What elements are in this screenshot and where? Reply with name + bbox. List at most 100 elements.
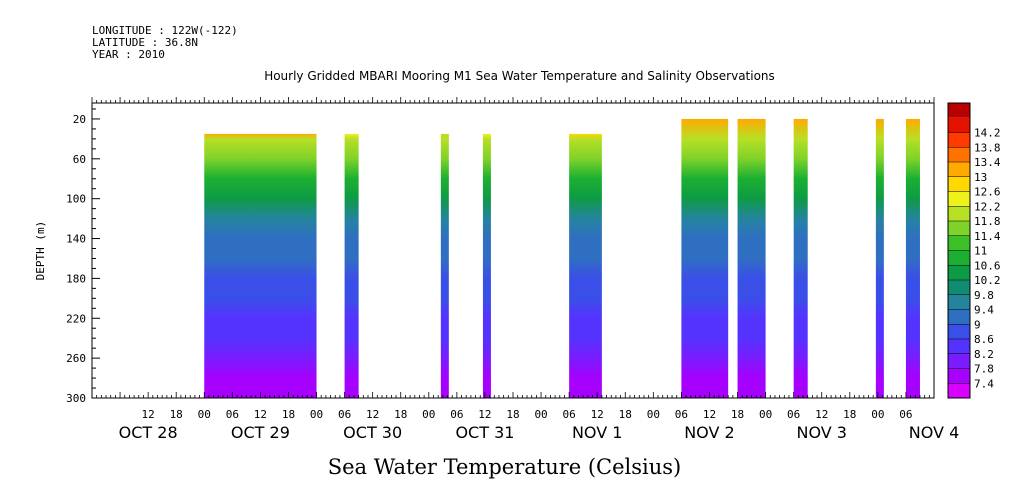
- chart-svg: 20 60 100 140 180 220 260 300 DEPTH (m) 12 18 00 06 1…: [34, 97, 1001, 442]
- heatmap-layer: [204, 118, 920, 398]
- x-day-label: OCT 30: [343, 423, 402, 442]
- x-hour-label: 00: [871, 408, 884, 421]
- data-segment: [681, 118, 729, 398]
- colorbar-swatch: [948, 103, 970, 118]
- colorbar-swatch: [948, 162, 970, 177]
- x-day-label: OCT 31: [455, 423, 514, 442]
- y-tick-label: 300: [66, 392, 86, 405]
- x-day-label: NOV 4: [909, 423, 960, 442]
- colorbar-label: 12.2: [974, 200, 1001, 213]
- colorbar-swatch: [948, 339, 970, 354]
- x-day-label: OCT 29: [231, 423, 290, 442]
- colorbar-swatch: [948, 117, 970, 133]
- colorbar-label: 11.4: [974, 230, 1001, 243]
- colorbar-label: 13.8: [974, 141, 1001, 154]
- data-segment: [905, 118, 920, 398]
- data-segment: [875, 118, 884, 398]
- y-tick-label: 100: [66, 193, 86, 206]
- x-hour-label: 00: [422, 408, 435, 421]
- colorbar-label: 11: [974, 245, 987, 258]
- y-tick-label: 260: [66, 352, 86, 365]
- x-hour-label: 06: [899, 408, 912, 421]
- data-segment: [482, 133, 491, 398]
- year-label: YEAR : 2010: [92, 48, 165, 61]
- colorbar-label: 14.2: [974, 127, 1001, 140]
- colorbar-swatch: [948, 353, 970, 369]
- colorbar-swatch: [948, 147, 970, 162]
- chart-title: Hourly Gridded MBARI Mooring M1 Sea Wate…: [264, 69, 775, 83]
- colorbar-label: 8.2: [974, 348, 994, 361]
- colorbar-label: 13.4: [974, 156, 1001, 169]
- colorbar-swatch: [948, 294, 970, 310]
- x-hour-label: 06: [675, 408, 688, 421]
- x-hour-label: 00: [647, 408, 660, 421]
- colorbar-label: 10.6: [974, 259, 1001, 272]
- colorbar-swatch: [948, 265, 970, 280]
- colorbar-caption: Sea Water Temperature (Celsius): [327, 455, 682, 479]
- y-tick-label: 60: [73, 153, 86, 166]
- x-hour-label: 00: [759, 408, 772, 421]
- colorbar-swatch: [948, 280, 970, 295]
- data-segment: [793, 118, 808, 398]
- colorbar-label: 7.4: [974, 377, 994, 390]
- y-tick-label: 20: [73, 113, 86, 126]
- x-hour-label: 18: [394, 408, 407, 421]
- y-tick-label: 220: [66, 312, 86, 325]
- colorbar-swatch: [948, 206, 970, 221]
- x-day-label: NOV 1: [572, 423, 623, 442]
- colorbar-layer: 7.47.8 8.2 8.6 99.4 9.8 10.2 10.611 11.4 11.8 12.…: [947, 102, 1001, 399]
- colorbar-swatch: [948, 221, 970, 236]
- x-hour-label: 12: [254, 408, 267, 421]
- data-segment: [204, 133, 317, 398]
- x-hour-label: 18: [731, 408, 744, 421]
- x-hour-label: 18: [282, 408, 295, 421]
- colorbar-swatch: [948, 132, 970, 148]
- colorbar-swatch: [948, 309, 970, 325]
- x-hour-label: 12: [815, 408, 828, 421]
- x-hour-label: 00: [198, 408, 211, 421]
- colorbar-label: 10.2: [974, 274, 1001, 287]
- colorbar-swatch: [948, 235, 970, 251]
- x-hour-label: 18: [619, 408, 632, 421]
- x-hour-label: 12: [703, 408, 716, 421]
- x-hour-label: 18: [170, 408, 183, 421]
- colorbar-swatch: [948, 191, 970, 207]
- x-hour-label: 18: [843, 408, 856, 421]
- colorbar-label: 9.4: [974, 304, 994, 317]
- colorbar-label: 13: [974, 171, 987, 184]
- colorbar-swatch: [948, 250, 970, 266]
- colorbar-swatch: [948, 383, 970, 398]
- x-hour-label: 12: [478, 408, 491, 421]
- x-day-label: NOV 2: [684, 423, 735, 442]
- longitude-label: LONGITUDE : 122W(-122): [92, 24, 238, 37]
- x-hour-label: 06: [450, 408, 463, 421]
- colorbar-label: 11.8: [974, 215, 1001, 228]
- colorbar-swatch: [948, 176, 970, 192]
- data-segment: [440, 133, 449, 398]
- x-hour-label: 06: [338, 408, 351, 421]
- colorbar-label: 7.8: [974, 363, 994, 376]
- colorbar-label: 12.6: [974, 186, 1001, 199]
- colorbar-swatch: [948, 324, 970, 339]
- x-hour-label: 00: [534, 408, 547, 421]
- x-hour-label: 18: [506, 408, 519, 421]
- data-segment: [737, 118, 766, 398]
- x-day-label: NOV 3: [796, 423, 847, 442]
- x-hour-label: 00: [310, 408, 323, 421]
- colorbar-label: 9: [974, 318, 981, 331]
- data-segment: [569, 133, 602, 398]
- colorbar-label: 8.6: [974, 333, 994, 346]
- x-hour-label: 12: [591, 408, 604, 421]
- y-tick-label: 140: [66, 233, 86, 246]
- axis-layer: 20 60 100 140 180 220 260 300 DEPTH (m) 12 18 00 06 1…: [34, 97, 959, 442]
- y-tick-label: 180: [66, 272, 86, 285]
- data-segment: [344, 133, 359, 398]
- x-hour-label: 12: [366, 408, 379, 421]
- y-axis-label: DEPTH (m): [34, 221, 47, 281]
- latitude-label: LATITUDE : 36.8N: [92, 36, 198, 49]
- x-hour-label: 12: [142, 408, 155, 421]
- colorbar-swatch: [948, 368, 970, 384]
- x-day-label: OCT 28: [119, 423, 178, 442]
- colorbar-label: 9.8: [974, 289, 994, 302]
- x-hour-label: 06: [563, 408, 576, 421]
